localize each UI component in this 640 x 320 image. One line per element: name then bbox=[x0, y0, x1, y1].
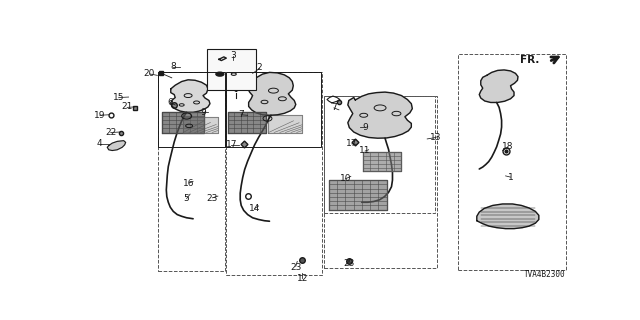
Circle shape bbox=[216, 72, 224, 76]
Text: 12: 12 bbox=[296, 274, 308, 283]
Text: 19: 19 bbox=[94, 111, 106, 120]
Polygon shape bbox=[363, 152, 401, 172]
Text: 13: 13 bbox=[430, 133, 442, 142]
Bar bbox=[158, 72, 225, 271]
Text: 11: 11 bbox=[360, 146, 371, 155]
Text: 15: 15 bbox=[113, 92, 124, 101]
Text: 7: 7 bbox=[331, 103, 337, 112]
Text: 3: 3 bbox=[230, 51, 236, 60]
Text: 18: 18 bbox=[502, 142, 513, 151]
Polygon shape bbox=[108, 141, 125, 150]
Polygon shape bbox=[248, 72, 296, 115]
Text: 1: 1 bbox=[508, 173, 513, 182]
Polygon shape bbox=[479, 70, 518, 102]
Bar bbox=[458, 54, 566, 270]
Text: 23: 23 bbox=[290, 262, 301, 272]
Text: 10: 10 bbox=[340, 174, 351, 183]
Text: 17: 17 bbox=[225, 140, 237, 149]
Text: 21: 21 bbox=[122, 102, 133, 111]
Polygon shape bbox=[477, 204, 539, 228]
Text: 9: 9 bbox=[200, 108, 206, 117]
Text: 17: 17 bbox=[346, 139, 358, 148]
Text: 22: 22 bbox=[105, 128, 116, 137]
Text: 23: 23 bbox=[207, 194, 218, 203]
Bar bbox=[207, 50, 255, 90]
Text: 16: 16 bbox=[184, 179, 195, 188]
Polygon shape bbox=[228, 112, 266, 132]
Text: 8: 8 bbox=[170, 62, 176, 71]
Text: 7: 7 bbox=[238, 110, 244, 119]
Text: 20: 20 bbox=[144, 69, 155, 78]
Text: 14: 14 bbox=[249, 204, 260, 213]
Polygon shape bbox=[269, 115, 302, 132]
Bar bbox=[227, 72, 321, 147]
Polygon shape bbox=[162, 112, 204, 132]
Text: 23: 23 bbox=[343, 259, 355, 268]
Bar bbox=[158, 72, 225, 147]
Text: 9: 9 bbox=[362, 123, 368, 132]
Text: 2: 2 bbox=[257, 63, 262, 72]
Text: TVA4B2300: TVA4B2300 bbox=[524, 270, 565, 279]
Bar bbox=[324, 96, 435, 213]
Polygon shape bbox=[171, 80, 210, 112]
Bar bbox=[324, 96, 437, 268]
Text: FR.: FR. bbox=[520, 55, 540, 65]
Text: 4: 4 bbox=[97, 139, 102, 148]
Bar bbox=[227, 72, 321, 275]
Polygon shape bbox=[329, 180, 387, 210]
Polygon shape bbox=[183, 117, 218, 132]
Text: 6: 6 bbox=[168, 98, 173, 107]
Polygon shape bbox=[348, 92, 412, 138]
Text: 5: 5 bbox=[184, 194, 189, 203]
